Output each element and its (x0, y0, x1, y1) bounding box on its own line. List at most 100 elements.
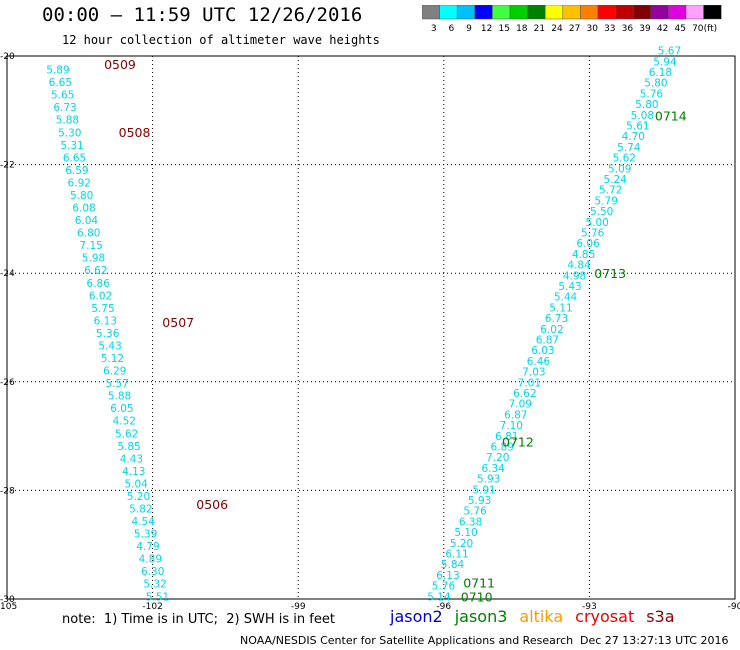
color-scale-label: 30 (586, 24, 598, 34)
wave-height-point: 5.67 (658, 46, 681, 58)
y-tick-label: -26 (0, 378, 15, 388)
legend-entry-jason2: jason2 (390, 607, 443, 626)
wave-height-point: 7.03 (522, 367, 545, 379)
color-scale-label: 39 (639, 24, 651, 34)
wave-height-point: 6.87 (504, 409, 527, 421)
color-scale-label: 15 (498, 24, 509, 34)
wave-height-point: 6.06 (576, 238, 600, 250)
color-scale-label: 70 (692, 24, 704, 34)
plot-frame (6, 55, 736, 600)
time-label: 0509 (104, 57, 136, 72)
wave-height-point: 6.87 (536, 334, 559, 346)
wave-height-point: 6.05 (110, 403, 133, 415)
wave-height-point: 5.43 (558, 281, 581, 293)
color-scale-label: 9 (466, 24, 472, 34)
wave-height-point: 6.02 (89, 290, 112, 302)
wave-height-point: 5.10 (454, 527, 477, 539)
color-swatch (703, 5, 722, 20)
y-tick-label: -24 (0, 269, 15, 279)
time-label: 0714 (655, 109, 687, 124)
wave-height-point: 4.70 (622, 131, 645, 143)
color-scale-legend: 3 6 9 12 15 18 21 24 27 30 33 36 39 42 45 70 (ft) (422, 5, 722, 34)
wave-height-point: 5.62 (613, 153, 636, 165)
color-scale-label: 36 (622, 24, 634, 34)
wave-height-point: 5.65 (51, 90, 74, 102)
wave-height-point: 5.98 (82, 253, 105, 265)
x-tick-label: -99 (291, 602, 306, 610)
wave-height-point: 5.31 (60, 140, 83, 152)
wave-height-point: 5.24 (604, 174, 628, 186)
wave-height-point: 6.13 (94, 315, 117, 327)
wave-height-point: 5.85 (117, 441, 140, 453)
wave-height-point: 5.76 (463, 506, 487, 518)
wave-height-point: 5.50 (590, 206, 613, 218)
wave-height-point: 5.88 (56, 115, 79, 127)
wave-height-point: 5.14 (427, 591, 451, 603)
color-scale-label: 33 (604, 24, 615, 34)
color-scale-label: 6 (449, 24, 455, 34)
wave-height-point: 6.03 (531, 345, 554, 357)
color-scale-label: (ft) (704, 24, 718, 34)
x-tick-label: -93 (582, 602, 597, 610)
wave-height-point: 5.61 (626, 120, 649, 132)
wave-height-point: 5.08 (631, 110, 654, 122)
wave-height-point: 5.94 (653, 56, 677, 68)
time-label: 0711 (463, 576, 495, 591)
wave-height-point: 6.08 (72, 203, 95, 215)
satellite-legend: jason2 jason3 altika cryosat s3a (390, 607, 687, 626)
color-scale-label: 18 (516, 24, 528, 34)
wave-height-point: 4.43 (120, 453, 143, 465)
wave-height-point: 5.89 (46, 65, 69, 77)
wave-height-point: 7.01 (518, 377, 541, 389)
wave-height-point: 5.76 (432, 581, 456, 593)
wave-height-point: 5.76 (581, 227, 605, 239)
wave-height-point: 6.29 (103, 366, 126, 378)
wave-height-point: 5.11 (549, 302, 572, 314)
wave-height-point: 5.82 (129, 504, 152, 516)
wave-height-point: 6.30 (141, 566, 164, 578)
wave-height-point: 5.51 (146, 591, 169, 603)
wave-height-point: 5.76 (640, 88, 664, 100)
color-scale-label: 24 (551, 24, 563, 34)
time-label: 0712 (502, 435, 534, 450)
color-scale-label: 3 (431, 24, 437, 34)
color-scale-label: 45 (674, 24, 685, 34)
wave-height-point: 5.32 (143, 579, 166, 591)
wave-height-point: 6.18 (649, 67, 672, 79)
wave-height-point: 5.36 (96, 328, 120, 340)
wave-height-point: 5.74 (617, 142, 641, 154)
x-tick-label: -96 (436, 602, 451, 610)
wave-height-point: 6.80 (77, 228, 100, 240)
wave-height-point: 6.62 (513, 388, 536, 400)
wave-height-point: 6.34 (481, 463, 505, 475)
wave-height-point: 5.84 (441, 559, 465, 571)
wave-height-point: 5.12 (101, 353, 124, 365)
wave-height-point: 6.73 (53, 102, 76, 114)
wave-height-point: 5.43 (98, 340, 121, 352)
y-tick-label: -30 (0, 595, 15, 605)
chart-subtitle: 12 hour collection of altimeter wave hei… (62, 33, 380, 47)
timestamp: Dec 27 13:27:13 UTC 2016 (580, 634, 729, 647)
wave-height-point: 6.92 (68, 177, 91, 189)
wave-height-point: 5.80 (635, 99, 658, 111)
x-tick-label: -102 (142, 602, 162, 610)
time-label: 0508 (119, 125, 151, 140)
wave-height-point: 5.91 (472, 484, 495, 496)
color-scale-label: 42 (657, 24, 668, 34)
wave-height-point: 5.62 (115, 428, 138, 440)
wave-height-point: 6.81 (495, 431, 518, 443)
time-label: 0506 (196, 497, 228, 512)
wave-height-point: 6.86 (87, 278, 111, 290)
wave-height-point: 5.88 (108, 391, 131, 403)
wave-height-point: 5.09 (608, 163, 631, 175)
time-label: 0710 (461, 589, 493, 604)
time-label: 0507 (162, 315, 194, 330)
wave-height-point: 5.20 (127, 491, 150, 503)
wave-height-point: 7.20 (486, 452, 509, 464)
wave-height-point: 5.39 (134, 529, 157, 541)
wave-height-point: 6.62 (84, 265, 107, 277)
wave-height-point: 6.59 (65, 165, 88, 177)
legend-entry-cryosat: cryosat (575, 607, 635, 626)
wave-height-point: 5.04 (124, 478, 148, 490)
wave-height-point: 4.79 (136, 541, 159, 553)
